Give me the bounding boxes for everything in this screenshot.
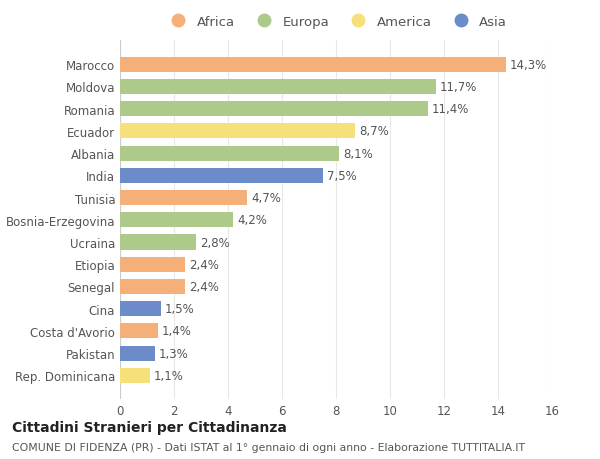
Text: 1,5%: 1,5% bbox=[164, 302, 194, 315]
Bar bbox=[120, 279, 185, 294]
Text: 1,1%: 1,1% bbox=[154, 369, 184, 382]
Text: Cittadini Stranieri per Cittadinanza: Cittadini Stranieri per Cittadinanza bbox=[12, 420, 287, 434]
Text: 2,4%: 2,4% bbox=[189, 258, 219, 271]
Text: 1,3%: 1,3% bbox=[159, 347, 189, 360]
Text: 14,3%: 14,3% bbox=[510, 59, 547, 72]
Text: 4,7%: 4,7% bbox=[251, 192, 281, 205]
Bar bbox=[120, 368, 150, 383]
Text: 8,1%: 8,1% bbox=[343, 147, 373, 160]
Bar bbox=[120, 124, 355, 139]
Bar bbox=[120, 102, 428, 117]
Text: 4,2%: 4,2% bbox=[238, 214, 268, 227]
Bar bbox=[120, 57, 506, 73]
Bar bbox=[120, 324, 158, 339]
Text: 2,4%: 2,4% bbox=[189, 280, 219, 293]
Text: 1,4%: 1,4% bbox=[162, 325, 192, 338]
Text: 11,7%: 11,7% bbox=[440, 81, 478, 94]
Text: 8,7%: 8,7% bbox=[359, 125, 389, 138]
Bar bbox=[120, 346, 155, 361]
Bar bbox=[120, 168, 323, 184]
Bar bbox=[120, 190, 247, 206]
Bar bbox=[120, 302, 161, 317]
Bar bbox=[120, 235, 196, 250]
Text: 7,5%: 7,5% bbox=[326, 169, 356, 183]
Bar bbox=[120, 213, 233, 228]
Text: 11,4%: 11,4% bbox=[432, 103, 469, 116]
Legend: Africa, Europa, America, Asia: Africa, Europa, America, Asia bbox=[163, 13, 509, 31]
Bar bbox=[120, 80, 436, 95]
Text: 2,8%: 2,8% bbox=[200, 236, 229, 249]
Text: COMUNE DI FIDENZA (PR) - Dati ISTAT al 1° gennaio di ogni anno - Elaborazione TU: COMUNE DI FIDENZA (PR) - Dati ISTAT al 1… bbox=[12, 442, 525, 452]
Bar bbox=[120, 146, 338, 162]
Bar bbox=[120, 257, 185, 272]
